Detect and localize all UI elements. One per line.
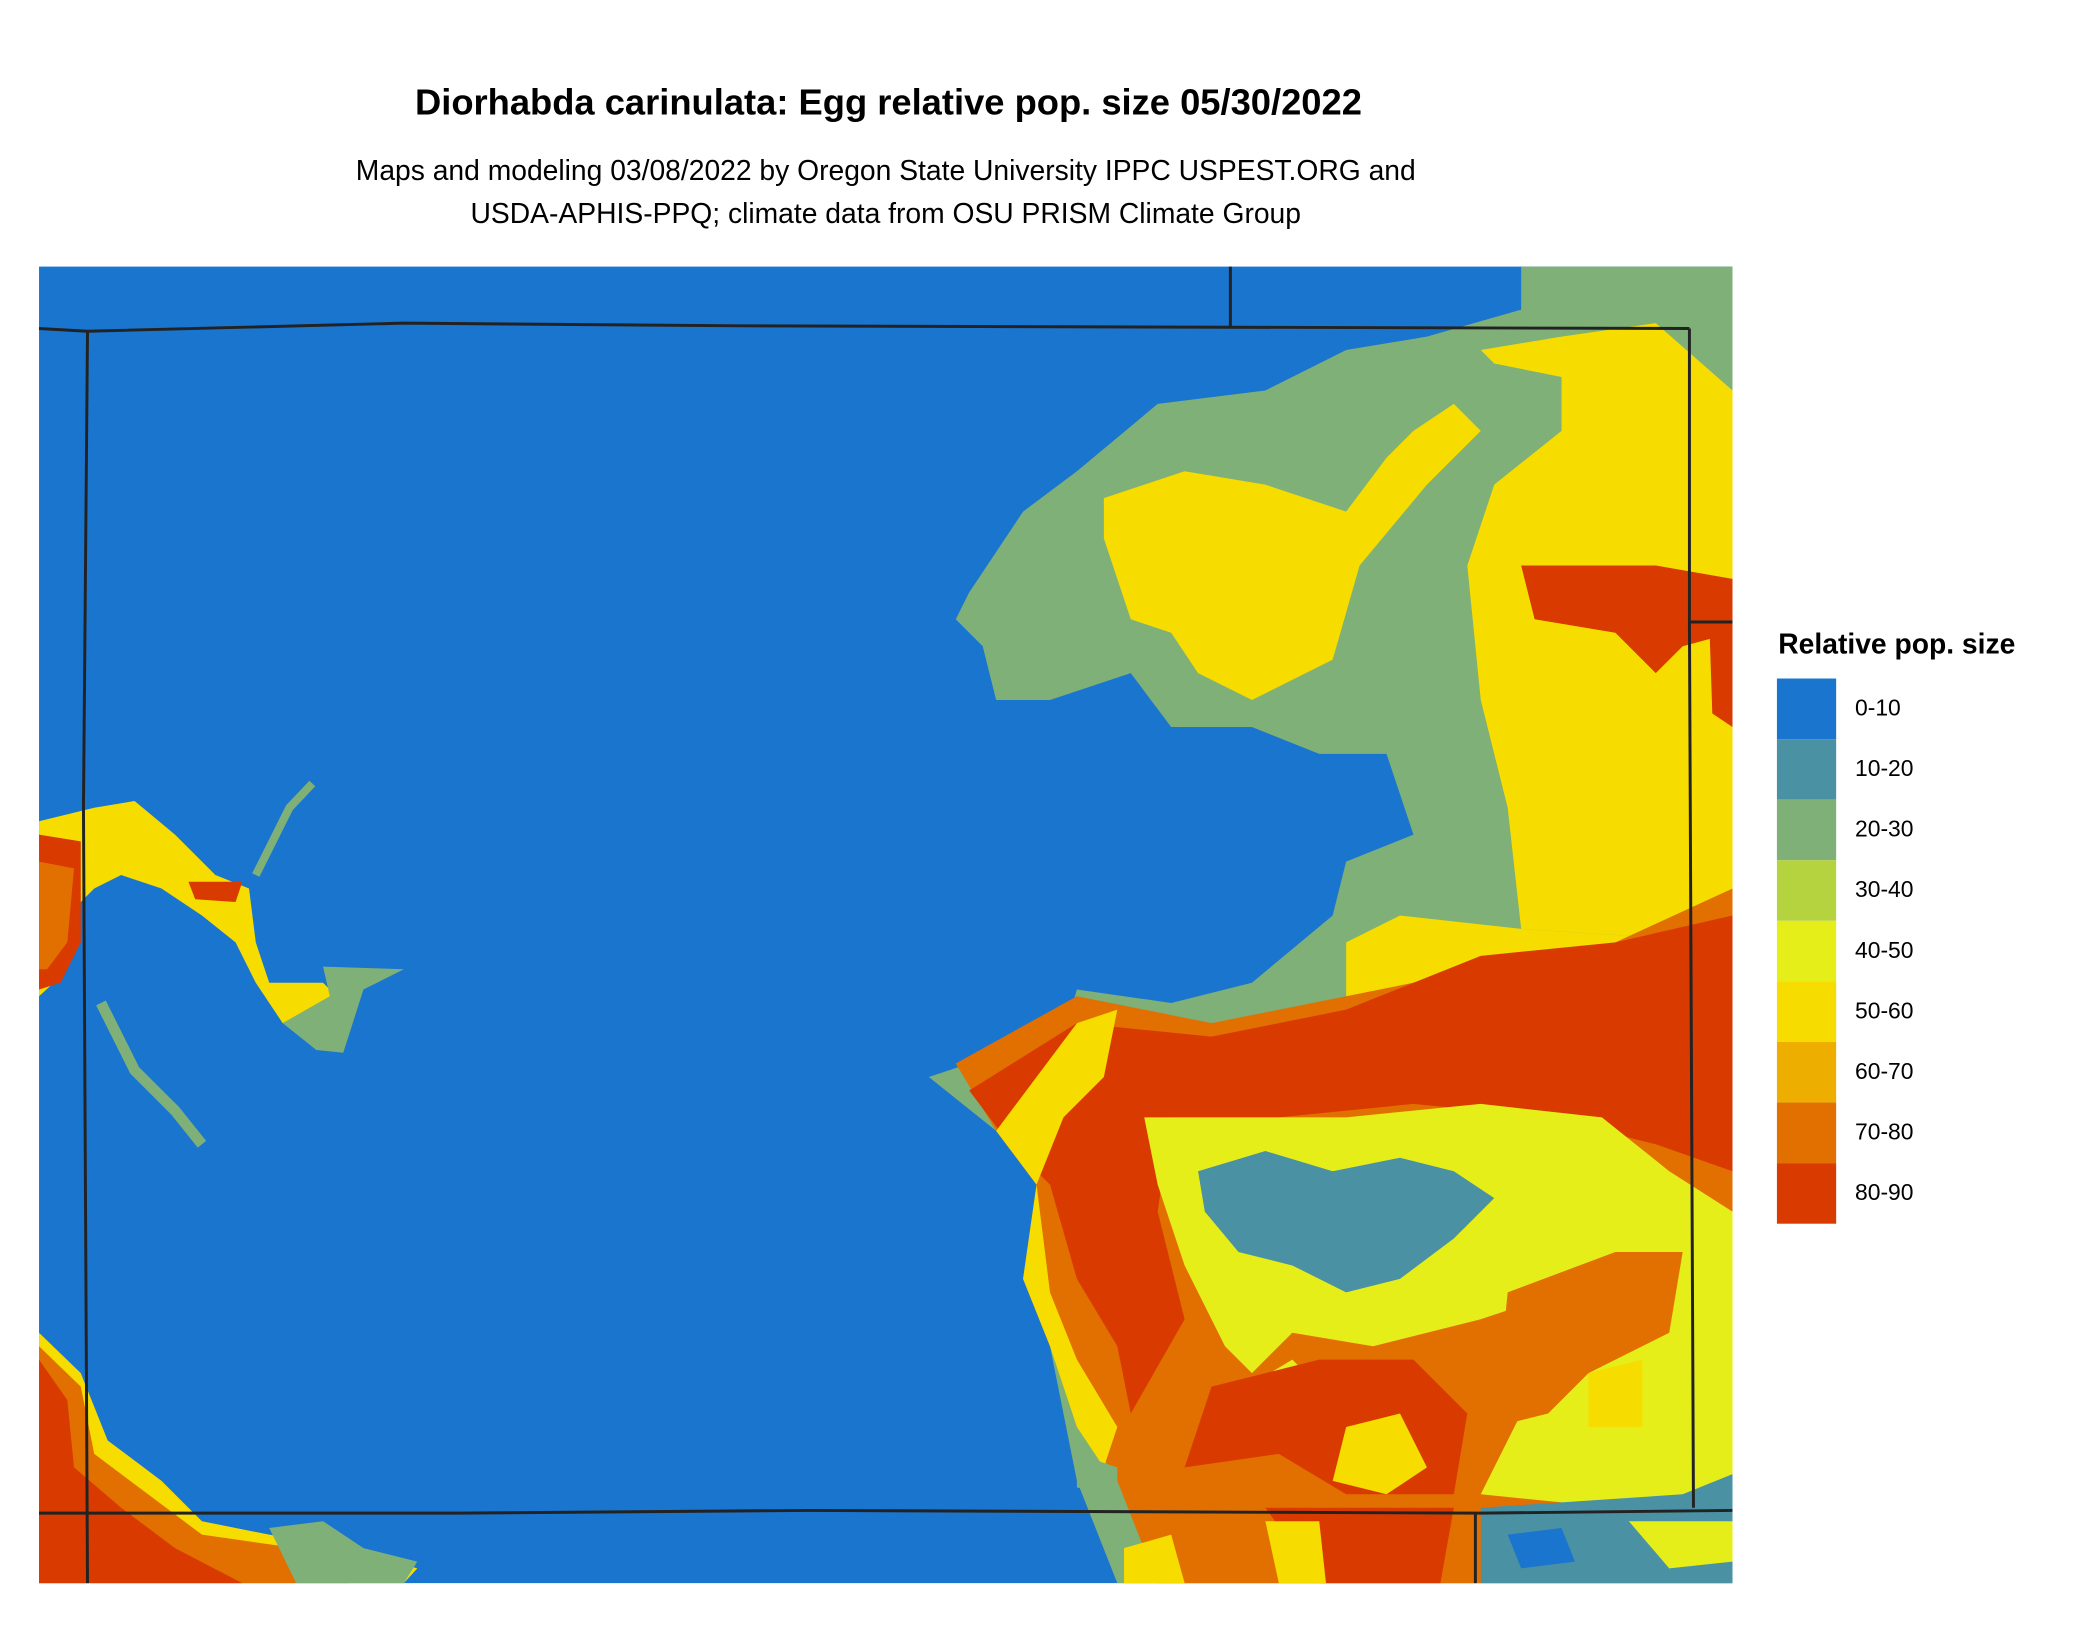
region bbox=[39, 861, 75, 970]
region bbox=[1124, 1534, 1185, 1584]
legend-label: 70-80 bbox=[1855, 1119, 1914, 1145]
legend-swatch bbox=[1776, 678, 1837, 740]
legend-label: 10-20 bbox=[1855, 755, 1914, 781]
region bbox=[1076, 1453, 1118, 1495]
legend-label: 50-60 bbox=[1855, 997, 1914, 1023]
region bbox=[1521, 565, 1733, 674]
legend: Relative pop. size 0-10 10-20 20-30 30-40 40… bbox=[1776, 628, 2015, 1224]
region bbox=[188, 881, 243, 902]
legend-label: 30-40 bbox=[1855, 876, 1914, 902]
region bbox=[1588, 1359, 1643, 1427]
subtitle: Maps and modeling 03/08/2022 by Oregon S… bbox=[356, 154, 1416, 186]
region bbox=[39, 1359, 243, 1584]
region bbox=[1103, 403, 1481, 701]
legend-label: 0-10 bbox=[1855, 695, 1901, 721]
region bbox=[1265, 1521, 1326, 1584]
region bbox=[1709, 632, 1733, 727]
region bbox=[1628, 1521, 1733, 1569]
legend-swatch bbox=[1776, 981, 1837, 1042]
region bbox=[282, 966, 404, 1053]
legend-label: 40-50 bbox=[1855, 937, 1914, 963]
legend-label: 60-70 bbox=[1855, 1058, 1914, 1084]
region bbox=[39, 801, 337, 1024]
legend-title: Relative pop. size bbox=[1778, 628, 2015, 660]
region bbox=[996, 1009, 1118, 1468]
legend-swatch bbox=[1776, 1102, 1837, 1164]
legend-swatch bbox=[1776, 920, 1837, 982]
region bbox=[269, 1521, 418, 1584]
legend-label: 80-90 bbox=[1855, 1179, 1914, 1205]
region bbox=[969, 915, 1733, 1414]
region bbox=[1198, 1151, 1495, 1293]
region bbox=[1332, 1413, 1427, 1495]
legend-swatch bbox=[1776, 860, 1837, 921]
legend-swatch bbox=[1776, 1041, 1837, 1103]
region bbox=[1494, 1251, 1683, 1427]
map bbox=[38, 266, 1733, 1584]
state-borders bbox=[38, 266, 1733, 1584]
region bbox=[1507, 1527, 1575, 1569]
region bbox=[252, 780, 316, 877]
legend-swatch bbox=[1776, 799, 1837, 861]
legend-swatch bbox=[1776, 1163, 1837, 1224]
legend-label: 20-30 bbox=[1855, 816, 1914, 842]
region bbox=[1467, 323, 1733, 943]
subtitle: USDA-APHIS-PPQ; climate data from OSU PR… bbox=[471, 197, 1301, 229]
region bbox=[96, 1000, 207, 1148]
title: Diorhabda carinulata: Egg relative pop. … bbox=[415, 82, 1362, 123]
legend-swatch bbox=[1776, 739, 1837, 800]
